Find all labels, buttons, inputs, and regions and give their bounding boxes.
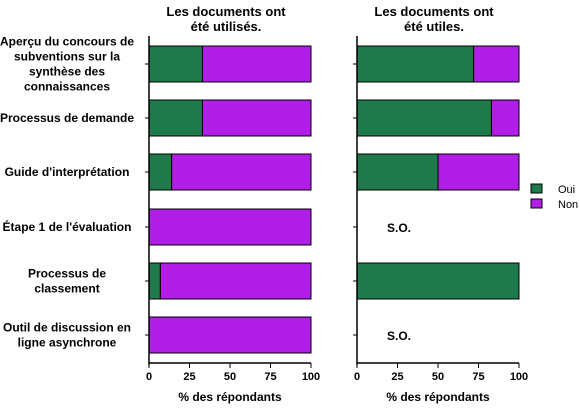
category-label-line: ligne asynchrone [18,336,117,350]
x-tick-label: 75 [264,371,276,383]
x-tick-label: 0 [146,371,152,383]
bar-segment-non [437,153,520,191]
x-tick-label: 25 [391,371,403,383]
bar-segment-non [473,45,520,83]
category-label-line: Étape 1 de l'évaluation [3,219,132,234]
bar-segment-oui [356,99,492,137]
bar-segment-non [148,208,312,246]
bar-segment-oui [148,99,203,137]
not-applicable-label: S.O. [387,329,411,343]
bar-segment-non [201,99,312,137]
bar-segment-non [148,316,312,354]
legend-swatch-oui [530,183,543,194]
category-label-line: subventions sur la [14,50,120,64]
x-tick-label: 50 [224,371,236,383]
bar-segment-oui [356,153,439,191]
panel-title-line: été utilisés. [191,19,262,34]
bar-segment-non [171,153,312,191]
panel-title-line: Les documents ont [166,4,286,19]
x-tick-label: 50 [432,371,444,383]
x-axis-label: % des répondants [386,390,490,404]
category-label-line: synthèse des [29,65,105,79]
x-tick-label: 100 [510,371,528,383]
x-tick-label: 75 [472,371,484,383]
category-label-line: Aperçu du concours de [0,35,134,49]
category-label-line: classement [34,282,99,296]
x-axis-label: % des répondants [178,390,282,404]
bar-segment-non [159,262,312,300]
panel-title-line: été utiles. [404,19,464,34]
legend-label: Non [558,199,578,211]
bar-segment-oui [356,262,520,300]
category-label-line: connaissances [24,80,110,94]
bar-segment-non [490,99,520,137]
bar-segment-oui [148,262,161,300]
x-tick-label: 0 [354,371,360,383]
x-tick-label: 25 [183,371,195,383]
legend-swatch-non [530,198,543,209]
not-applicable-label: S.O. [387,221,411,235]
bar-segment-oui [356,45,475,83]
bar-segment-oui [148,153,173,191]
category-label-line: Processus de demande [0,111,134,125]
legend-label: Oui [558,184,575,196]
category-label-line: Guide d'interprétation [5,165,130,179]
category-label-line: Processus de [28,267,106,281]
x-tick-label: 100 [302,371,320,383]
bar-segment-oui [148,45,203,83]
category-label-line: Outil de discussion en [3,321,131,335]
panel-title-line: Les documents ont [374,4,494,19]
bar-segment-non [201,45,312,83]
